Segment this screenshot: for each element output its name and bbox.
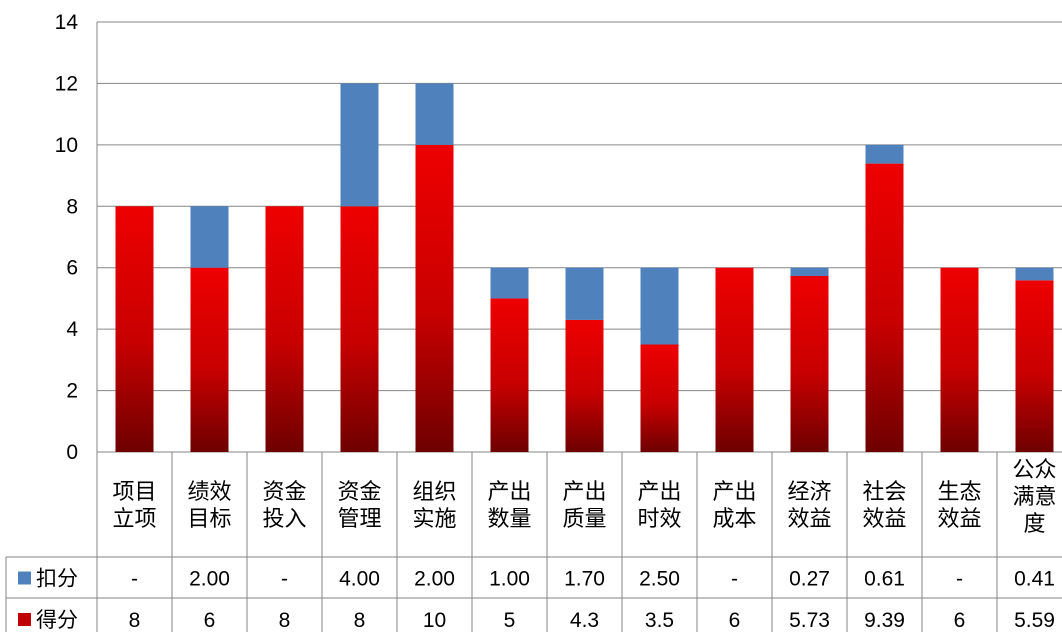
table-cell-value: - — [131, 568, 138, 591]
category-label: 效益 — [937, 507, 981, 532]
category-label: 生态 — [937, 480, 981, 505]
bar-deduction — [790, 267, 829, 277]
category-label: 度 — [1023, 512, 1045, 537]
category-label: 效益 — [862, 507, 906, 532]
category-label: 经济 — [787, 480, 831, 505]
table-cell-value: 2.00 — [189, 568, 230, 591]
bar-score — [715, 267, 754, 452]
category-label: 立项 — [112, 507, 156, 532]
bar-score — [190, 267, 229, 452]
bar-score — [865, 163, 904, 453]
table-cell-value: 0.27 — [789, 568, 830, 591]
category-label: 组织 — [412, 480, 456, 505]
category-label: 社会 — [862, 480, 906, 505]
bar-score — [940, 267, 979, 452]
category-label: 产出 — [637, 480, 681, 505]
bar-score — [490, 298, 529, 452]
legend-label: 得分 — [36, 608, 78, 632]
table-cell-value: 1.70 — [564, 568, 605, 591]
table-cell-value: - — [956, 568, 963, 591]
table-cell-value: 2.00 — [414, 568, 455, 591]
bar-deduction — [415, 83, 454, 145]
table-cell-value: 9.39 — [864, 609, 905, 632]
bar-deduction — [1015, 267, 1054, 281]
category-label: 效益 — [787, 507, 831, 532]
bars — [115, 83, 1054, 453]
bar-deduction — [565, 267, 604, 320]
legend-swatch — [18, 571, 31, 585]
table-cell-value: 1.00 — [489, 568, 530, 591]
table-cell-value: 2.50 — [639, 568, 680, 591]
table-cell-value: 3.5 — [645, 609, 674, 632]
y-tick-label: 2 — [66, 380, 78, 403]
table-cell-value: 6 — [729, 609, 741, 632]
y-tick-label: 12 — [55, 72, 78, 95]
category-label: 产出 — [562, 480, 606, 505]
category-label: 满意 — [1012, 485, 1056, 510]
category-label: 成本 — [712, 507, 756, 532]
table-cell-value: - — [731, 568, 738, 591]
category-label: 投入 — [262, 507, 306, 532]
table-cell-value: 0.61 — [864, 568, 905, 591]
data-table: 项目立项绩效目标资金投入资金管理组织实施产出数量产出质量产出时效产出成本经济效益… — [5, 452, 1062, 632]
category-label: 绩效 — [187, 480, 231, 505]
bar-deduction — [490, 267, 529, 299]
category-label: 资金 — [337, 480, 381, 505]
bar-score — [565, 319, 604, 452]
bar-score — [790, 276, 829, 452]
bar-deduction — [340, 83, 379, 207]
table-cell-value: - — [281, 568, 288, 591]
category-label: 目标 — [187, 507, 231, 532]
category-label: 管理 — [337, 507, 381, 532]
table-cell-value: 4.3 — [570, 609, 599, 632]
bar-deduction — [640, 267, 679, 345]
category-label: 产出 — [712, 480, 756, 505]
table-cell-value: 8 — [354, 609, 366, 632]
category-label: 时效 — [637, 507, 681, 532]
category-label: 项目 — [112, 480, 156, 505]
bar-score — [115, 206, 154, 452]
legend-label: 扣分 — [36, 567, 78, 591]
table-cell-value: 5.73 — [789, 609, 830, 632]
table-cell-value: 10 — [423, 609, 446, 632]
bar-score — [340, 206, 379, 452]
table-cell-value: 8 — [129, 609, 141, 632]
bar-score — [640, 344, 679, 452]
category-label: 资金 — [262, 480, 306, 505]
y-tick-label: 10 — [55, 134, 78, 157]
category-label: 实施 — [412, 507, 456, 532]
y-tick-label: 6 — [66, 257, 78, 280]
table-cell-value: 5.59 — [1014, 609, 1055, 632]
bar-score — [1015, 280, 1054, 452]
table-cell-value: 6 — [954, 609, 966, 632]
bar-deduction — [190, 206, 229, 268]
category-label: 数量 — [487, 507, 531, 532]
bar-score — [415, 144, 454, 452]
bar-score — [265, 206, 304, 452]
category-label: 产出 — [487, 480, 531, 505]
category-label: 公众 — [1012, 458, 1056, 483]
category-label: 质量 — [562, 507, 606, 532]
table-cell-value: 6 — [204, 609, 216, 632]
y-tick-label: 8 — [66, 195, 78, 218]
bar-deduction — [865, 144, 904, 164]
y-axis: 0 2 4 6 8 10 12 14 — [55, 11, 98, 464]
table-cell-value: 4.00 — [339, 568, 380, 591]
table-cell-value: 5 — [504, 609, 516, 632]
y-tick-label: 0 — [66, 441, 78, 464]
y-tick-label: 4 — [66, 318, 78, 341]
table-cell-value: 8 — [279, 609, 291, 632]
table-cell-value: 0.41 — [1014, 568, 1055, 591]
y-tick-label: 14 — [55, 11, 79, 34]
legend-swatch — [18, 613, 31, 626]
